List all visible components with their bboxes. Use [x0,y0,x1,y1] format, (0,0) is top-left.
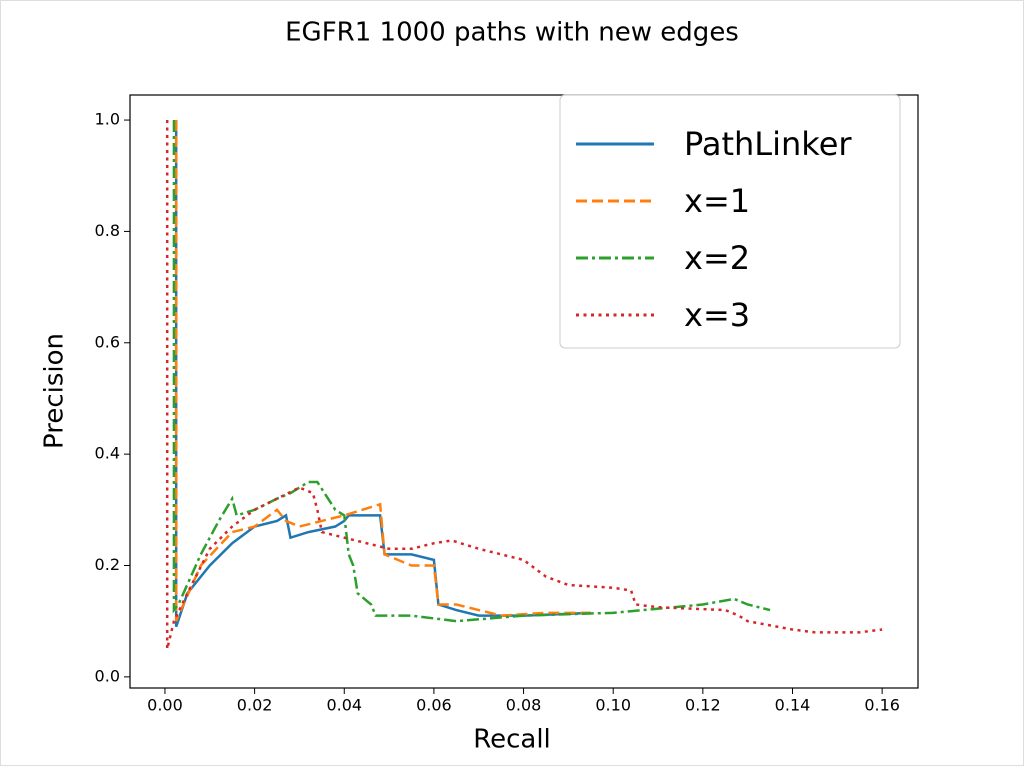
y-tick-label: 0.6 [95,332,120,351]
legend-label: x=1 [684,182,750,220]
legend-label: x=3 [684,296,750,334]
legend-box [559,94,901,349]
y-tick-label: 0.8 [95,221,120,240]
y-tick-label: 0.0 [95,666,120,685]
y-axis-label: Precision [40,333,70,449]
x-tick-label: 0.06 [416,696,452,715]
x-tick-label: 0.16 [864,696,900,715]
x-tick-label: 0.12 [685,696,721,715]
y-tick-label: 0.4 [95,444,120,463]
x-tick-label: 0.08 [506,696,542,715]
legend-label: x=2 [684,239,750,277]
y-tick-label: 1.0 [95,110,120,129]
series-line [174,120,591,628]
x-tick-label: 0.10 [595,696,631,715]
series-line [174,120,591,622]
legend-label: PathLinker [684,125,852,163]
x-tick-label: 0.04 [326,696,362,715]
legend: PathLinker x=1 x=2 x=3 [559,94,901,349]
series-line [165,120,883,650]
chart-title: EGFR1 1000 paths with new edges [285,18,739,48]
series-line [172,120,771,623]
x-tick-label: 0.02 [237,696,273,715]
y-tick-label: 0.2 [95,555,120,574]
x-tick-label: 0.00 [147,696,183,715]
x-tick-label: 0.14 [775,696,811,715]
x-axis-label: Recall [473,725,551,755]
plot-frame [129,94,919,689]
